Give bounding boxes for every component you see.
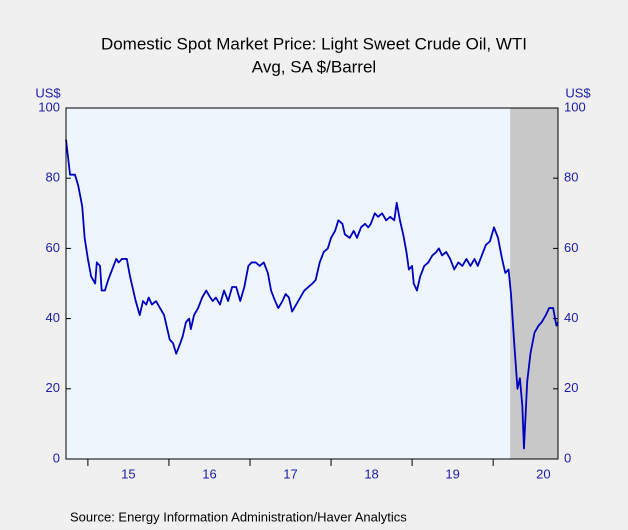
y2-tick-label: 20 — [564, 380, 578, 395]
y2-tick-label: 80 — [564, 170, 578, 185]
x-tick-label: 15 — [121, 466, 135, 481]
y2-tick-label: 60 — [564, 240, 578, 255]
y-tick-label: 60 — [46, 240, 60, 255]
y-tick-label: 40 — [46, 310, 60, 325]
chart-title: Domestic Spot Market Price: Light Sweet … — [101, 34, 527, 53]
recession-shade — [510, 108, 558, 459]
plot-frame — [65, 107, 559, 460]
plot: 0 20 40 60 80 100 0 20 40 60 80 100 15 16 17 18 19 20 — [38, 99, 585, 481]
y-tick-label: 0 — [53, 450, 60, 465]
source: Source: Energy Information Administratio… — [70, 509, 407, 524]
x-tick-label: 16 — [202, 466, 216, 481]
x-tick-label: 19 — [445, 466, 459, 481]
y2-axis-label: US$ — [565, 85, 591, 100]
y-tick-label: 100 — [38, 99, 60, 114]
x-tick-label: 17 — [283, 466, 297, 481]
y-tick-label: 80 — [46, 170, 60, 185]
data-line — [65, 139, 559, 450]
y2-tick-label: 40 — [564, 310, 578, 325]
x-tick-label: 20 — [536, 466, 550, 481]
y-axis-label: US$ — [35, 85, 61, 100]
y2-tick-label: 100 — [564, 99, 586, 114]
y2-tick-label: 0 — [564, 450, 571, 465]
x-tick-label: 18 — [364, 466, 378, 481]
y-tick-label: 20 — [46, 380, 60, 395]
chart-subtitle: Avg, SA $/Barrel — [252, 57, 376, 76]
